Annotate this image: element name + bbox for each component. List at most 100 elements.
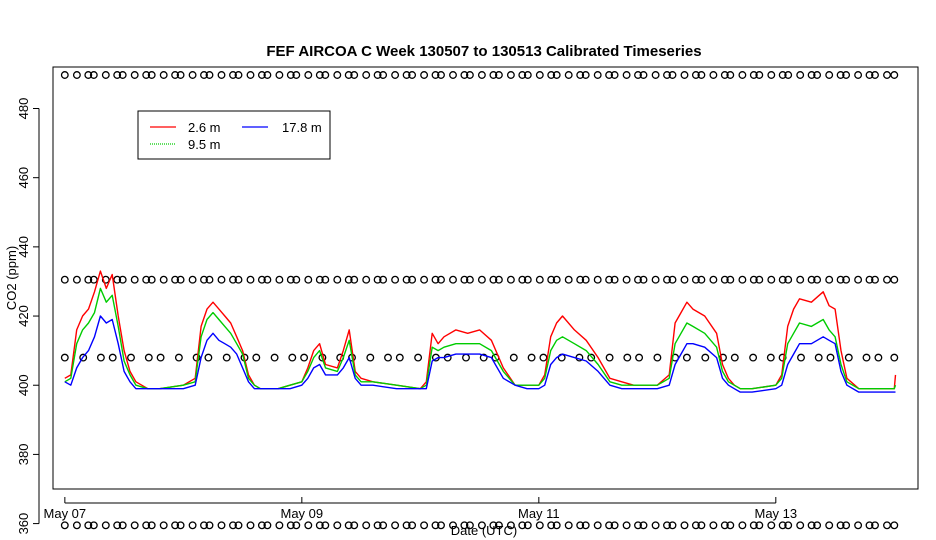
calibration-point bbox=[159, 521, 168, 530]
calibration-point bbox=[288, 353, 297, 362]
calibration-point bbox=[171, 71, 180, 79]
calibration-point bbox=[749, 275, 758, 284]
calibration-point bbox=[668, 521, 677, 530]
calibration-point bbox=[813, 275, 822, 284]
calibration-point bbox=[842, 521, 851, 530]
calibration-point bbox=[874, 353, 883, 362]
calibration-point bbox=[379, 275, 388, 284]
calibration-point bbox=[477, 521, 486, 530]
calibration-point bbox=[890, 275, 899, 284]
calibration-point bbox=[709, 71, 718, 79]
calibration-point bbox=[176, 521, 185, 530]
calibration-point bbox=[552, 275, 561, 284]
calibration-point bbox=[402, 275, 411, 284]
calibration-point bbox=[60, 521, 69, 530]
calibration-point bbox=[814, 353, 823, 362]
calibration-point bbox=[275, 275, 284, 284]
calibration-point bbox=[720, 71, 729, 79]
calibration-point bbox=[564, 275, 573, 284]
y-tick-label: 400 bbox=[16, 374, 31, 396]
calibration-point bbox=[437, 71, 445, 79]
calibration-point bbox=[344, 275, 353, 284]
calibration-point bbox=[113, 275, 122, 284]
calibration-point bbox=[408, 71, 417, 79]
calibration-point bbox=[286, 521, 295, 530]
calibration-point bbox=[350, 275, 359, 284]
calibration-point bbox=[89, 275, 98, 284]
calibration-point bbox=[807, 275, 816, 284]
calibration-point bbox=[539, 353, 548, 362]
series-line bbox=[64, 315, 896, 393]
calibration-point bbox=[749, 71, 758, 79]
calibration-point bbox=[477, 71, 486, 79]
calibration-point bbox=[518, 521, 527, 530]
calibration-point bbox=[726, 71, 735, 79]
calibration-point bbox=[767, 521, 776, 530]
calibration-point bbox=[720, 275, 729, 284]
calibration-point bbox=[587, 353, 596, 362]
calibration-point bbox=[263, 71, 272, 79]
calibration-point bbox=[127, 353, 135, 362]
calibration-point bbox=[156, 353, 165, 362]
calibration-point bbox=[292, 521, 301, 530]
x-tick-label: May 13 bbox=[754, 506, 797, 521]
calibration-point bbox=[234, 521, 243, 530]
calibration-point bbox=[871, 71, 879, 79]
calibration-point bbox=[691, 71, 700, 79]
calibration-point bbox=[576, 71, 585, 79]
calibration-point bbox=[651, 275, 660, 284]
x-tick-label: May 07 bbox=[44, 506, 87, 521]
calibration-point bbox=[229, 275, 237, 284]
calibration-point bbox=[784, 71, 793, 79]
calibration-point bbox=[680, 521, 689, 530]
y-tick-label: 460 bbox=[16, 167, 31, 189]
calibration-point bbox=[188, 71, 197, 79]
calibration-point bbox=[108, 353, 117, 362]
calibration-point bbox=[883, 71, 891, 79]
calibration-point bbox=[755, 521, 764, 530]
calibration-point bbox=[229, 521, 237, 530]
calibration-point bbox=[635, 353, 644, 362]
calibration-point bbox=[465, 275, 474, 284]
calibration-point bbox=[217, 275, 226, 284]
calibration-point bbox=[825, 275, 834, 284]
calibration-point bbox=[89, 71, 98, 79]
calibration-point bbox=[101, 521, 110, 530]
legend: 2.6 m 9.5 m 17.8 m bbox=[137, 110, 331, 160]
calibration-point bbox=[460, 71, 469, 79]
calibration-point bbox=[778, 521, 787, 530]
calibration-point bbox=[72, 71, 81, 79]
calibration-point bbox=[726, 275, 735, 284]
plot-frame bbox=[52, 66, 919, 490]
calibration-point bbox=[691, 275, 700, 284]
calibration-point bbox=[391, 71, 400, 79]
calibration-point bbox=[147, 521, 156, 530]
calibration-point bbox=[605, 521, 614, 530]
calibration-point bbox=[844, 353, 853, 362]
calibration-point bbox=[379, 521, 388, 530]
calibration-point bbox=[142, 521, 151, 530]
calibration-point bbox=[449, 521, 457, 530]
calibration-point bbox=[118, 275, 127, 284]
calibration-point bbox=[60, 275, 69, 284]
calibration-point bbox=[680, 71, 689, 79]
calibration-point bbox=[431, 521, 440, 530]
calibration-point bbox=[362, 521, 371, 530]
calibration-point bbox=[622, 275, 631, 284]
calibration-points bbox=[60, 71, 899, 530]
calibration-point bbox=[246, 275, 255, 284]
y-tick-label: 380 bbox=[16, 444, 31, 466]
calibration-point bbox=[663, 275, 671, 284]
calibration-point bbox=[222, 353, 231, 362]
calibration-point bbox=[350, 521, 359, 530]
calibration-point bbox=[871, 275, 879, 284]
legend-box bbox=[137, 110, 331, 160]
calibration-point bbox=[547, 71, 556, 79]
calibration-point bbox=[142, 275, 151, 284]
calibration-point bbox=[174, 353, 183, 362]
calibration-point bbox=[304, 275, 313, 284]
calibration-point bbox=[275, 521, 284, 530]
calibration-point bbox=[726, 521, 735, 530]
calibration-point bbox=[639, 275, 648, 284]
